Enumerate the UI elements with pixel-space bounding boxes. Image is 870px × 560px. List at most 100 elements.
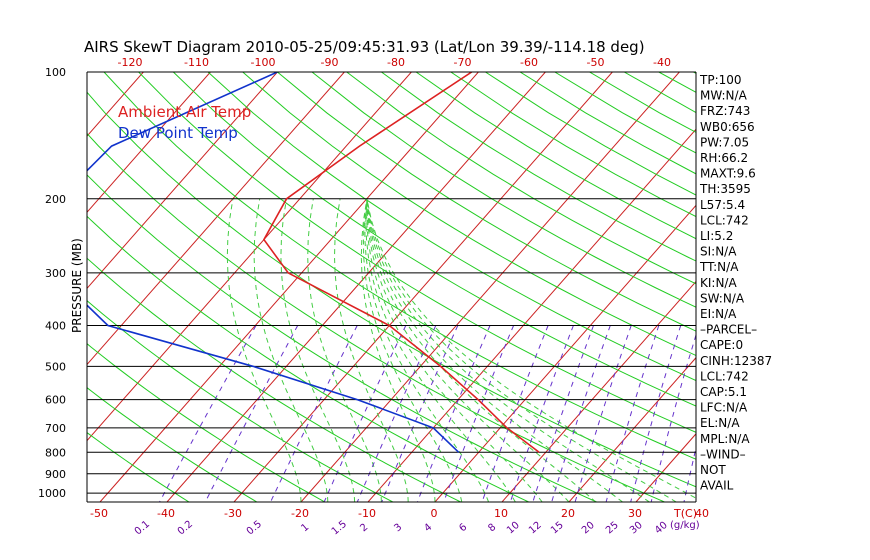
bottom-temp-tick-label: -10 (358, 507, 376, 520)
isotherm-line (233, 72, 613, 502)
index-label: CAP:5.1 (700, 385, 747, 399)
top-temp-tick-label: -70 (454, 56, 472, 69)
moist-adiabat-line (364, 198, 490, 502)
dry-adiabat-line (519, 72, 696, 175)
index-label: SI:N/A (700, 245, 737, 259)
index-label: CAPE:0 (700, 338, 743, 352)
bottom-temp-tick-label: 0 (431, 507, 438, 520)
moist-adiabat-line (366, 198, 677, 502)
pressure-ticks: 100 200 300 400 500 600 700 800 900 1000 (38, 66, 66, 500)
index-label: TP:100 (699, 73, 742, 87)
pressure-tick-label: 800 (45, 446, 66, 459)
pressure-tick-label: 700 (45, 422, 66, 435)
mixing-ratio-tick-label: 8 (486, 522, 498, 535)
dry-adiabat-line (87, 174, 597, 502)
moist-adiabat-line (366, 198, 570, 502)
isotherm-line (501, 280, 696, 502)
mixing-ratio-tick-label: 0.1 (133, 519, 152, 538)
dry-adiabat-line (87, 215, 529, 502)
mixing-ratio-line (159, 325, 257, 502)
dry-adiabat-line (103, 72, 696, 460)
mixing-ratio-tick-label: 40 (653, 520, 670, 537)
mixing-ratio-ticks: 0.1 0.2 0.5 1 1.5 2 3 4 6 8 10 12 15 20 25 30 40 (g/kg) (133, 519, 700, 538)
mixing-ratio-line (574, 325, 632, 502)
index-label: MAXT:9.6 (700, 167, 756, 181)
legend-ambient-air-temp: Ambient Air Temp (118, 103, 251, 121)
index-label: MPL:N/A (700, 432, 750, 446)
pressure-tick-label: 500 (45, 360, 66, 373)
mixing-ratio-line (605, 325, 660, 502)
bottom-temperature-ticks: -50 -40 -30 -20 -10 0 10 20 30 40T(C) (90, 507, 709, 520)
dry-adiabat-line (207, 72, 696, 382)
index-label: CINH:12387 (700, 354, 772, 368)
pressure-tick-label: 400 (45, 320, 66, 333)
index-label: –PARCEL– (700, 323, 757, 337)
bottom-temp-tick-label: -20 (291, 507, 309, 520)
axes (86, 71, 697, 503)
index-label: LFC:N/A (700, 401, 748, 415)
index-label: WB0:656 (700, 120, 755, 134)
isotherm-line (87, 72, 278, 290)
grid-lines (0, 72, 696, 502)
mixing-ratio-line (683, 446, 696, 502)
mixing-ratio-tick-label: 10 (505, 520, 522, 537)
moist-adiabat-line (366, 198, 597, 502)
mixing-ratio-tick-label: 0.2 (176, 519, 195, 538)
index-label: RH:66.2 (700, 151, 748, 165)
bottom-temp-tick-label: 30 (628, 507, 642, 520)
pressure-tick-label: 300 (45, 267, 66, 280)
mixing-ratio-tick-label: 3 (392, 522, 404, 535)
moist-adiabat-line (253, 198, 329, 502)
bottom-temp-tick-label: 10 (494, 507, 508, 520)
mixing-ratio-tick-label: 30 (628, 520, 645, 537)
top-temp-tick-label: -100 (251, 56, 276, 69)
legend-dew-point-temp: Dew Point Temp (118, 124, 238, 142)
dry-adiabat-line (485, 72, 696, 196)
moist-adiabat-line (280, 198, 356, 502)
dry-adiabat-line (87, 387, 258, 502)
moist-adiabat-line (360, 198, 436, 502)
mixing-ratio-tick-label: 25 (604, 520, 621, 537)
mixing-ratio-tick-label: 6 (457, 522, 469, 535)
top-temp-tick-label: -120 (118, 56, 143, 69)
dry-adiabat-line (381, 72, 696, 262)
mixing-ratio-line (323, 325, 407, 502)
mixing-ratio-tick-label: 15 (549, 520, 566, 537)
moist-adiabat-line (307, 198, 382, 502)
pressure-tick-label: 900 (45, 468, 66, 481)
chart-title: AIRS SkewT Diagram 2010-05-25/09:45:31.9… (84, 38, 645, 56)
pressure-tick-label: 1000 (38, 487, 66, 500)
mixing-ratio-tick-label: 1 (299, 522, 311, 535)
dry-adiabat-line (87, 431, 190, 502)
dry-adiabat-line (311, 72, 696, 308)
index-label: PW:7.05 (700, 135, 749, 149)
index-label: KI:N/A (700, 276, 737, 290)
top-temp-tick-label: -50 (587, 56, 605, 69)
index-label: SW:N/A (700, 291, 745, 305)
profile-lines (87, 72, 540, 453)
bottom-temp-tick-label: -30 (224, 507, 242, 520)
pressure-tick-label: 600 (45, 394, 66, 407)
top-temp-tick-label: -40 (653, 56, 671, 69)
index-label: TH:3595 (699, 182, 751, 196)
dew-point-temp-line (87, 72, 460, 453)
mixing-ratio-line (381, 325, 459, 502)
isotherm-line (568, 356, 696, 502)
moist-adiabat-line (362, 198, 463, 502)
dry-adiabat-line (415, 72, 696, 240)
mixing-ratio-tick-label: 2 (358, 522, 370, 535)
mixing-ratio-tick-label: 12 (527, 520, 544, 537)
index-label: AVAIL (700, 479, 734, 493)
moist-adiabat-line (333, 198, 409, 502)
mixing-ratio-tick-label: 0.5 (245, 519, 264, 538)
y-axis-label: PRESSURE (MB) (70, 238, 84, 333)
moist-adiabat-line (366, 198, 623, 502)
mixing-ratio-line (630, 325, 682, 502)
dry-adiabat-line (172, 72, 696, 407)
top-temperature-ticks: -120 -110 -100 -90 -80 -70 -60 -50 -40 (118, 56, 671, 69)
dry-adiabat-line (658, 72, 696, 93)
bottom-temp-tick-label: 40 (695, 507, 709, 520)
isotherm-line (635, 433, 696, 502)
mixing-ratio-tick-label: 20 (580, 520, 597, 537)
isotherm-line (0, 72, 76, 502)
